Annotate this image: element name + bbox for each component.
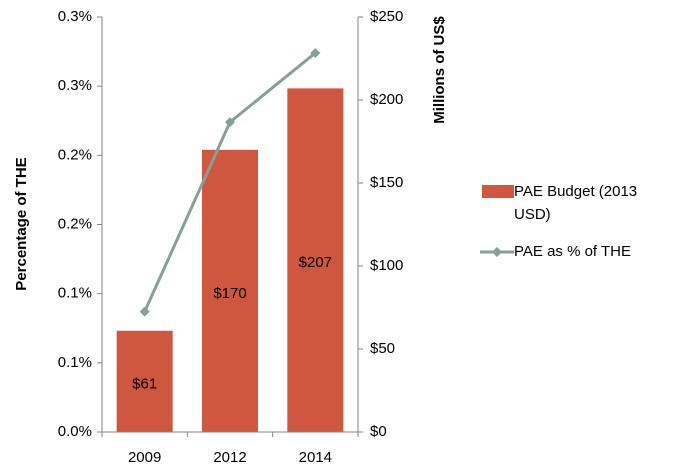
x-tick-label: 2012 bbox=[213, 449, 246, 466]
legend: PAE Budget (2013 USD) PAE as % of THE bbox=[480, 180, 676, 277]
y2-tick-label: $100 bbox=[370, 257, 403, 274]
line-marker bbox=[139, 306, 150, 317]
y-tick-label: 0.2% bbox=[58, 215, 92, 232]
y-tick-label: 0.0% bbox=[58, 423, 92, 440]
bar bbox=[202, 149, 258, 433]
y-tick-label: 0.2% bbox=[58, 146, 92, 163]
y2-axis-title: Millions of US$ bbox=[431, 16, 448, 124]
y-tick-label: 0.1% bbox=[58, 285, 92, 302]
x-tick-label: 2009 bbox=[128, 449, 161, 466]
legend-item: PAE Budget (2013 USD) bbox=[480, 180, 676, 226]
y-tick-label: 0.1% bbox=[58, 354, 92, 371]
y-tick-label: 0.3% bbox=[58, 77, 92, 94]
legend-label: PAE as % of THE bbox=[514, 243, 631, 260]
legend-swatch bbox=[480, 247, 514, 257]
y2-tick-label: $50 bbox=[370, 340, 395, 357]
data-label: $61 bbox=[132, 375, 157, 392]
y2-tick-label: $200 bbox=[370, 91, 403, 108]
data-label: $207 bbox=[299, 254, 332, 271]
data-label: $170 bbox=[213, 285, 246, 302]
x-tick-label: 2014 bbox=[299, 449, 332, 466]
legend-swatch bbox=[482, 185, 514, 198]
y-tick-label: 0.3% bbox=[58, 8, 92, 25]
legend-item: PAE as % of THE bbox=[480, 240, 676, 263]
y2-tick-label: $250 bbox=[370, 8, 403, 25]
y2-tick-label: $0 bbox=[370, 423, 387, 440]
y2-tick-label: $150 bbox=[370, 174, 403, 191]
line-marker bbox=[310, 47, 321, 58]
bar bbox=[116, 330, 173, 432]
line-marker bbox=[225, 117, 235, 128]
legend-label: PAE Budget (2013 USD) bbox=[514, 183, 638, 223]
y-axis-title: Percentage of THE bbox=[13, 157, 30, 290]
legend-marker bbox=[492, 247, 502, 257]
bar bbox=[287, 88, 344, 432]
